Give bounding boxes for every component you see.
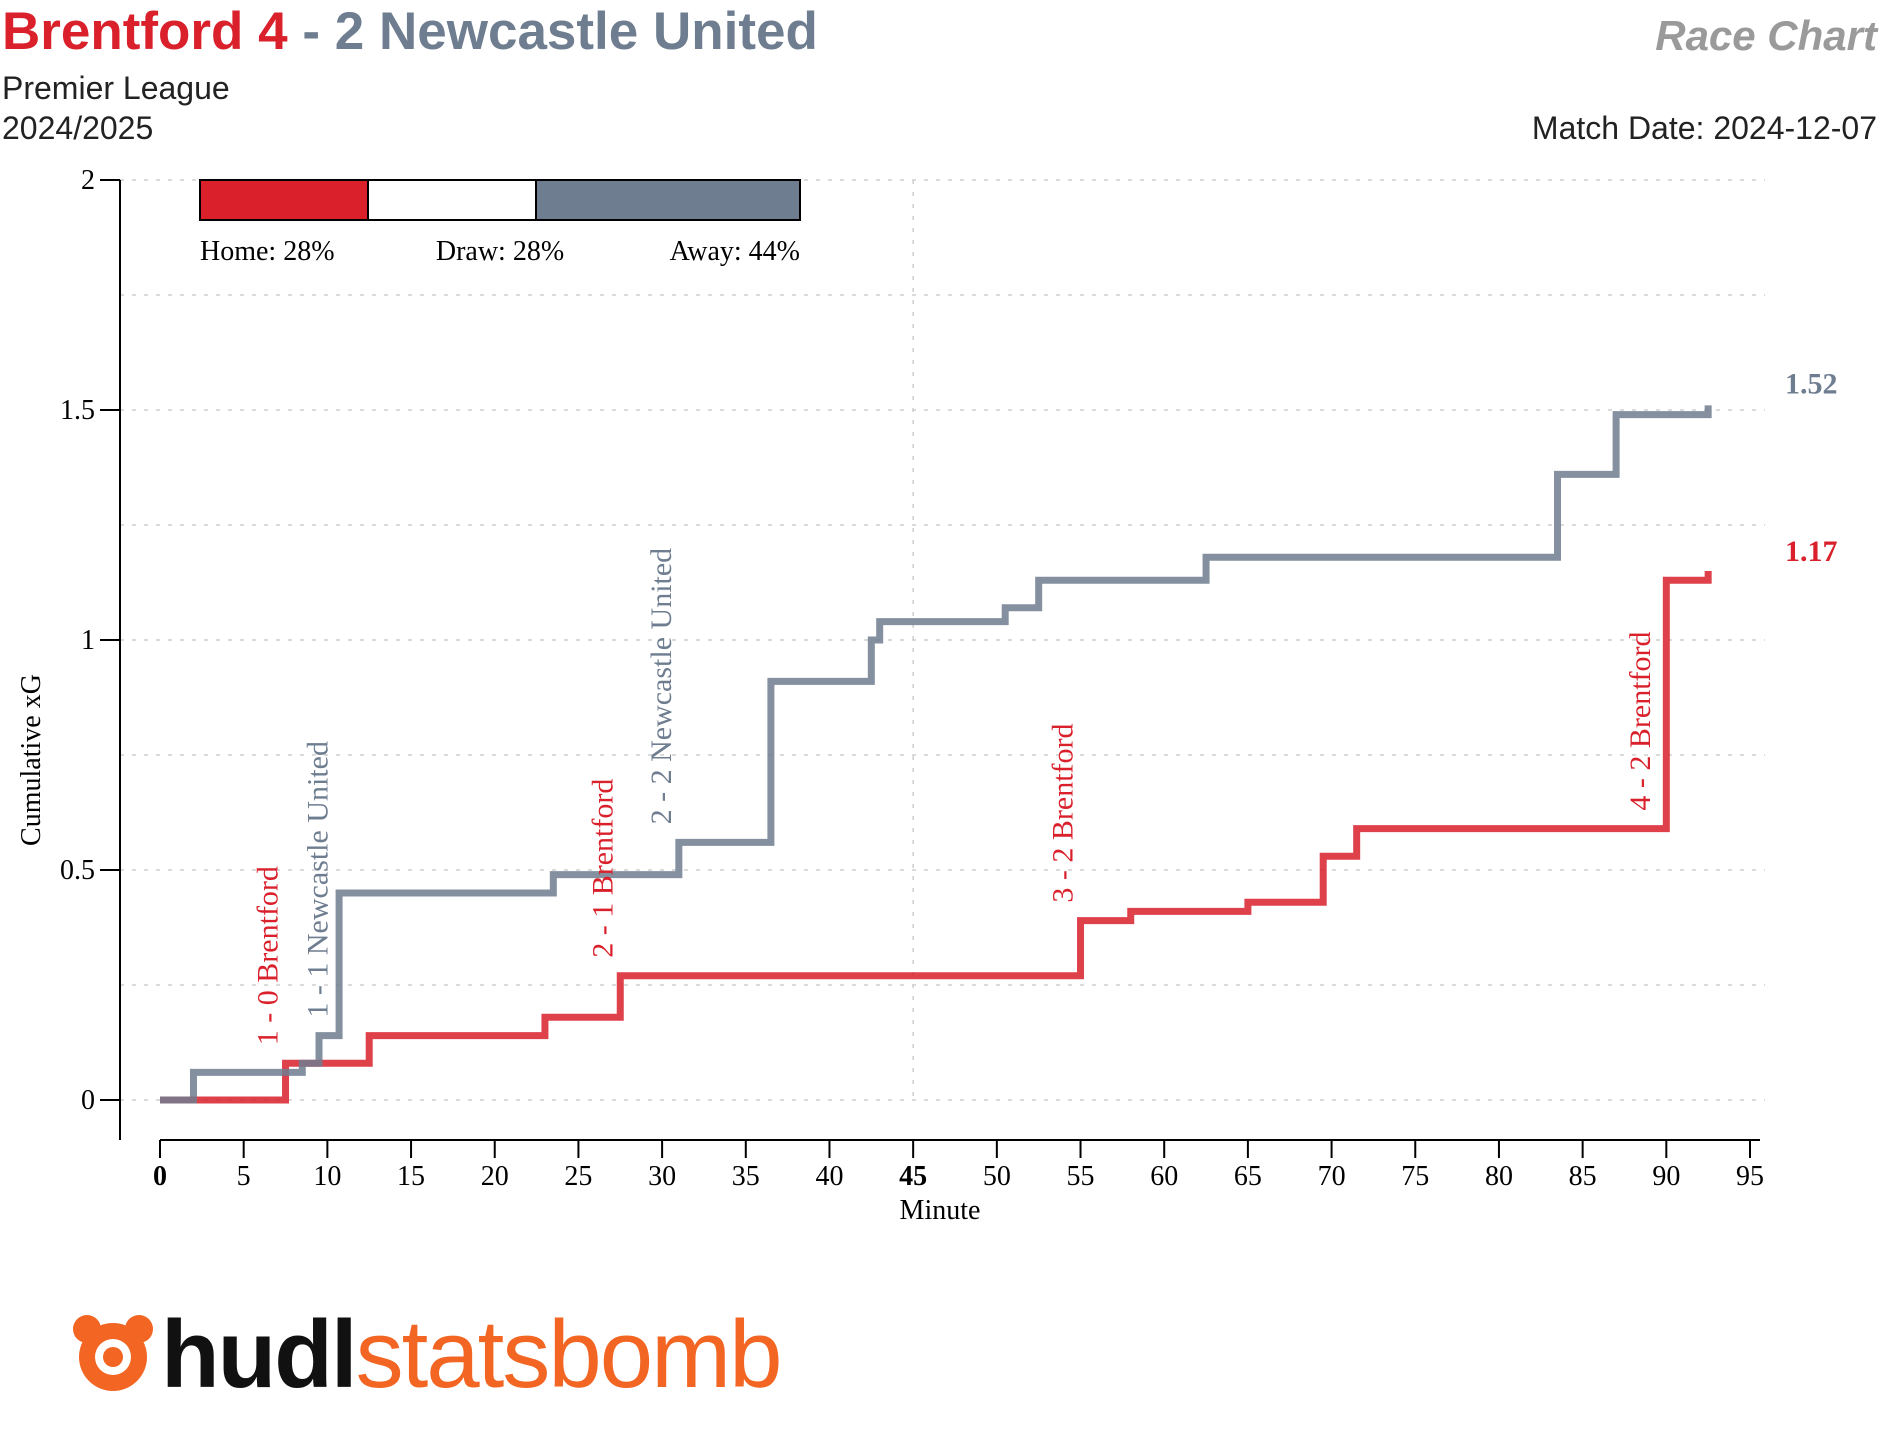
x-tick-label: 85 xyxy=(1569,1161,1597,1192)
away-score: 2 xyxy=(334,2,365,61)
x-tick-label: 75 xyxy=(1401,1161,1429,1192)
x-tick-label: 60 xyxy=(1150,1161,1178,1192)
win-prob-segment xyxy=(199,179,369,221)
home-team-name: Brentford xyxy=(2,2,244,61)
x-tick-label: 80 xyxy=(1485,1161,1513,1192)
win-prob-label: Away: 44% xyxy=(670,236,800,267)
xg-line-newcastle-united xyxy=(160,405,1712,1104)
x-tick-label: 55 xyxy=(1067,1161,1095,1192)
match-title: Brentford 4 - 2 Newcastle United xyxy=(2,2,818,62)
win-probability-bar: Home: 28% Draw: 28% Away: 44% xyxy=(199,179,801,267)
chart-type-label: Race Chart xyxy=(1655,12,1877,59)
race-chart: 00.511.520 5 10 15 20 25 30 35 40 45 50 55 60 65 70 75 8… xyxy=(16,165,1838,1226)
y-tick-label: 1.5 xyxy=(60,395,95,426)
season-label: 2024/2025 xyxy=(2,110,154,146)
goal-annotation: 1 - 1 Newcastle United xyxy=(302,741,335,1018)
y-tick-label: 0 xyxy=(81,1085,95,1116)
y-tick-label: 2 xyxy=(81,165,95,196)
x-tick-label: 5 xyxy=(237,1161,251,1192)
x-tick-label: 70 xyxy=(1318,1161,1346,1192)
x-tick-label: 45 xyxy=(899,1161,927,1192)
hudl-statsbomb-logo: hudl statsbomb xyxy=(65,1301,783,1408)
goal-annotation: 2 - 2 Newcastle United xyxy=(645,548,678,825)
home-score: 4 xyxy=(258,2,288,61)
x-tick-label: 10 xyxy=(313,1161,341,1192)
x-tick-label: 20 xyxy=(481,1161,509,1192)
win-prob-label: Home: 28% xyxy=(200,236,335,267)
win-prob-label: Draw: 28% xyxy=(436,236,564,267)
win-prob-segment xyxy=(367,179,537,221)
x-tick-label: 50 xyxy=(983,1161,1011,1192)
grid xyxy=(120,179,1765,1101)
goal-annotation: 4 - 2 Brentford xyxy=(1624,631,1657,810)
x-tick-label: 25 xyxy=(564,1161,592,1192)
goal-annotation: 3 - 2 Brentford xyxy=(1047,723,1080,902)
goal-annotations: 1 - 0 Brentford 1 - 1 Newcastle United 2 -… xyxy=(252,548,1657,1045)
x-tick-label: 90 xyxy=(1652,1161,1680,1192)
y-tick-label: 0.5 xyxy=(60,855,95,886)
logo-text-statsbomb: statsbomb xyxy=(355,1301,783,1408)
score-separator: - xyxy=(302,2,321,61)
win-prob-segment xyxy=(535,179,801,221)
x-tick-label: 40 xyxy=(815,1161,843,1192)
y-tick-label: 1 xyxy=(81,625,95,656)
series-lines: 1.17 1.52 xyxy=(160,367,1838,1104)
final-xg-label: 1.17 xyxy=(1785,535,1838,568)
statsbomb-logo-icon xyxy=(73,1315,153,1391)
goal-annotation: 1 - 0 Brentford xyxy=(252,866,285,1045)
x-tick-label: 95 xyxy=(1736,1161,1764,1192)
away-team-name: Newcastle United xyxy=(379,2,818,61)
match-date: Match Date: 2024-12-07 xyxy=(1531,110,1877,146)
xg-line-brentford xyxy=(160,571,1712,1104)
axes: 00.511.520 5 10 15 20 25 30 35 40 45 50 55 60 65 70 75 8… xyxy=(60,165,1764,1192)
competition-name: Premier League xyxy=(2,70,230,106)
goal-annotation: 2 - 1 Brentford xyxy=(586,779,619,958)
y-axis-label: Cumulative xG xyxy=(16,674,47,846)
x-tick-label: 65 xyxy=(1234,1161,1262,1192)
x-tick-label: 15 xyxy=(397,1161,425,1192)
x-tick-label: 30 xyxy=(648,1161,676,1192)
final-xg-label: 1.52 xyxy=(1785,367,1838,400)
x-tick-label: 0 xyxy=(153,1161,167,1192)
x-tick-label: 35 xyxy=(732,1161,760,1192)
logo-text-hudl: hudl xyxy=(161,1301,358,1408)
x-axis-label: Minute xyxy=(900,1195,981,1226)
